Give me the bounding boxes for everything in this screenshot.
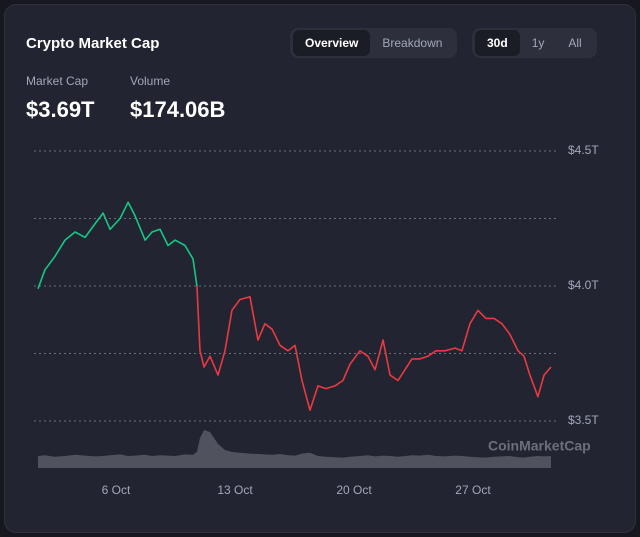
watermark: CoinMarketCap	[488, 438, 591, 454]
range-group: 30d 1y All	[472, 28, 597, 58]
tab[interactable]: Overview	[293, 30, 371, 56]
stat-label: Volume	[130, 74, 171, 88]
stat-label: Market Cap	[26, 74, 89, 88]
title: Crypto Market Cap	[26, 35, 160, 52]
y-tick-label: $3.5T	[568, 413, 599, 427]
x-tick-label: 13 Oct	[217, 483, 253, 497]
price-line	[37, 201, 198, 289]
stat-value: $174.06B	[130, 97, 226, 122]
tab-group: Overview Breakdown	[290, 28, 458, 58]
x-tick-label: 20 Oct	[336, 483, 372, 497]
x-tick-label: 27 Oct	[455, 483, 491, 497]
range-button[interactable]: 1y	[531, 36, 545, 50]
volume-area	[38, 430, 551, 468]
price-line	[196, 285, 552, 411]
stat-value: $3.69T	[26, 97, 95, 122]
tab[interactable]: Breakdown	[382, 36, 443, 50]
range-button[interactable]: All	[568, 36, 582, 50]
x-tick-label: 6 Oct	[102, 483, 131, 497]
y-tick-label: $4.5T	[568, 143, 599, 157]
card: Crypto Market Cap Overview Breakdown 30d…	[4, 4, 636, 533]
range-button[interactable]: 30d	[475, 30, 520, 56]
y-tick-label: $4.0T	[568, 278, 599, 292]
